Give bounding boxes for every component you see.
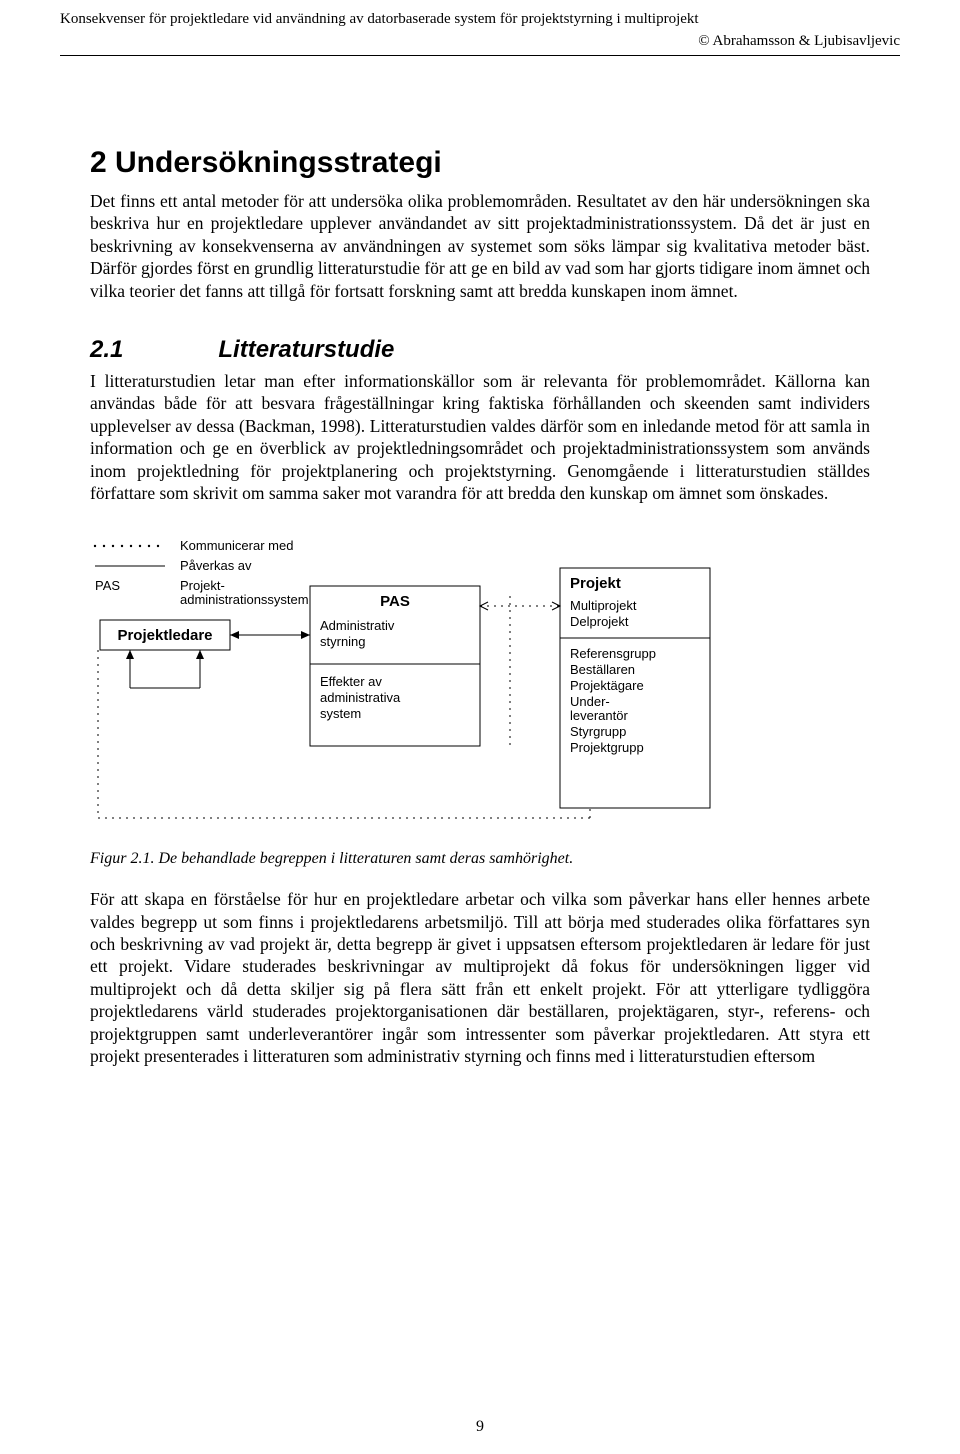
svg-text:Projektgrupp: Projektgrupp bbox=[570, 740, 644, 755]
header-authors: © Abrahamsson & Ljubisavljevic bbox=[60, 32, 900, 52]
running-header: Konsekvenser för projektledare vid använ… bbox=[60, 10, 900, 30]
section-para-1: Det finns ett antal metoder för att unde… bbox=[90, 190, 870, 302]
subsection-number: 2.1 bbox=[90, 336, 123, 364]
svg-text:PAS: PAS bbox=[380, 593, 410, 610]
svg-text:Referensgrupp: Referensgrupp bbox=[570, 646, 656, 661]
header-rule bbox=[60, 55, 900, 56]
svg-text:Administrativ: Administrativ bbox=[320, 618, 395, 633]
svg-text:Under-leverantör: Under-leverantör bbox=[570, 694, 628, 723]
svg-text:Projektägare: Projektägare bbox=[570, 678, 644, 693]
svg-text:Projekt-administrationssystem: Projekt-administrationssystem bbox=[180, 578, 309, 607]
page-number: 9 bbox=[0, 1418, 960, 1436]
svg-text:Multiprojekt: Multiprojekt bbox=[570, 598, 637, 613]
svg-text:Påverkas av: Påverkas av bbox=[180, 558, 252, 573]
figure-diagram: Kommunicerar med Påverkas av PAS Projekt-ad… bbox=[90, 538, 870, 838]
svg-text:Projekt: Projekt bbox=[570, 575, 621, 592]
svg-text:Effekter av: Effekter av bbox=[320, 674, 382, 689]
svg-text:Delprojekt: Delprojekt bbox=[570, 614, 629, 629]
svg-text:PAS: PAS bbox=[95, 578, 120, 593]
svg-text:Projektledare: Projektledare bbox=[117, 627, 212, 644]
svg-text:styrning: styrning bbox=[320, 634, 366, 649]
svg-text:system: system bbox=[320, 706, 361, 721]
section-heading: 2 Undersökningsstrategi bbox=[90, 146, 870, 180]
subsection-heading-row: 2.1 Litteraturstudie bbox=[90, 336, 870, 364]
section-para-2: I litteraturstudien letar man efter info… bbox=[90, 370, 870, 504]
svg-text:Beställaren: Beställaren bbox=[570, 662, 635, 677]
svg-text:Styrgrupp: Styrgrupp bbox=[570, 724, 626, 739]
header-title: Konsekvenser för projektledare vid använ… bbox=[60, 10, 699, 30]
figure-caption: Figur 2.1. De behandlade begreppen i lit… bbox=[90, 850, 870, 868]
section-para-3: För att skapa en förståelse för hur en p… bbox=[90, 888, 870, 1067]
subsection-title: Litteraturstudie bbox=[218, 336, 394, 364]
svg-text:Kommunicerar med: Kommunicerar med bbox=[180, 538, 293, 553]
svg-text:administrativa: administrativa bbox=[320, 690, 401, 705]
